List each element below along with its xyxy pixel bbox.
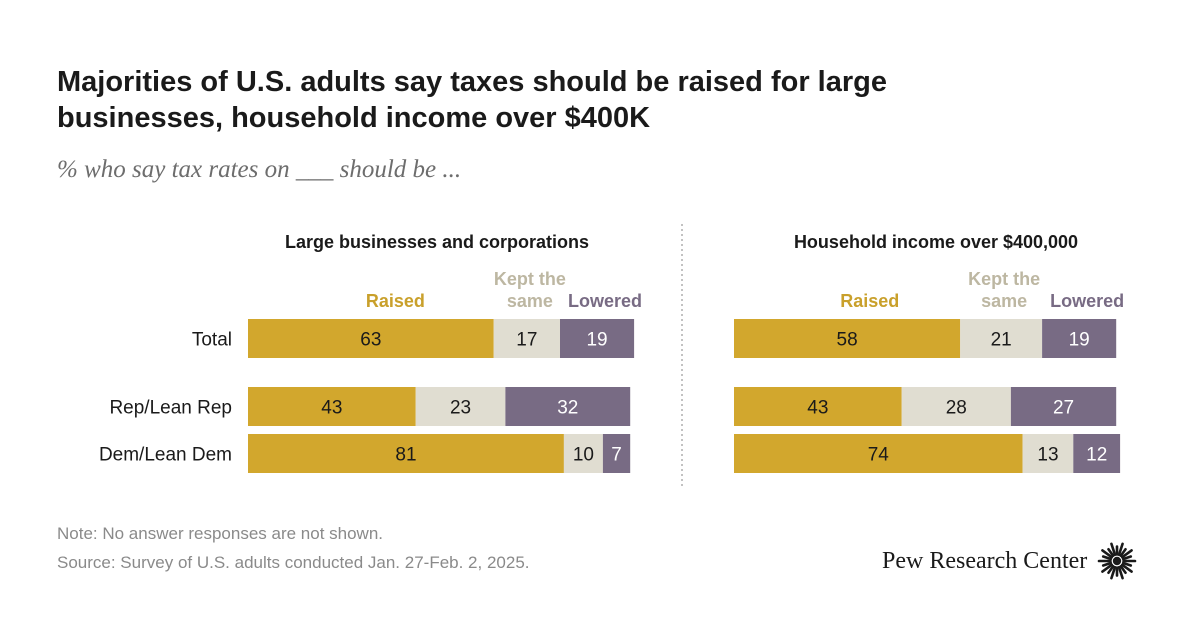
value-label-p1-r2-s2: 12 — [1086, 445, 1107, 466]
sunburst-ray — [1107, 564, 1115, 575]
bar-p0-r2-s1 — [563, 434, 603, 473]
sunburst-ray — [1121, 549, 1134, 559]
bar-p1-r1-s1 — [901, 387, 1011, 426]
value-label-p1-r0-s1: 21 — [991, 330, 1012, 351]
stacked-bar-charts: Total Rep/Lean Rep Dem/Lean Dem Large busin… — [99, 224, 1124, 488]
footnotes: Note: No answer responses are not shown.… — [57, 519, 530, 577]
bar-p1-r1-s0 — [734, 387, 902, 426]
sunburst-ray — [1122, 555, 1133, 561]
bar-p0-r0-s1 — [493, 319, 560, 358]
legend-kept-line1-1: Kept the — [968, 269, 1040, 289]
bar-p1-r1-s2 — [1010, 387, 1117, 426]
sunburst-ray — [1119, 547, 1128, 558]
sunburst-ray — [1117, 542, 1125, 557]
legend-lowered-1: Lowered — [1050, 291, 1124, 311]
pew-sunburst-icon — [1097, 542, 1137, 580]
legend-raised-1: Raised — [840, 291, 899, 311]
value-label-p1-r1-s1: 28 — [946, 398, 967, 419]
value-label-p0-r2-s0: 81 — [395, 445, 416, 466]
sunburst-ray — [1101, 549, 1114, 559]
sunburst-ray — [1110, 565, 1117, 580]
chart-subtitle: % who say tax rates on ___ should be ... — [57, 156, 462, 183]
value-label-p1-r1-s2: 27 — [1053, 398, 1074, 419]
value-label-p0-r1-s2: 32 — [557, 398, 578, 419]
bar-p1-r0-s2 — [1042, 319, 1117, 358]
bar-p1-r2-s0 — [734, 434, 1023, 473]
row-label-dem-lean-dem: Dem/Lean Dem — [99, 445, 232, 466]
sunburst-ray — [1101, 563, 1114, 573]
row-label-total: Total — [192, 330, 232, 351]
value-label-p0-r0-s1: 17 — [516, 330, 537, 351]
sunburst-ray — [1107, 547, 1115, 558]
value-label-p0-r0-s2: 19 — [586, 330, 607, 351]
value-label-p1-r1-s0: 43 — [807, 398, 828, 419]
value-label-p0-r2-s2: 7 — [611, 445, 622, 466]
sunburst-ray — [1122, 561, 1133, 567]
chart-title: Majorities of U.S. adults say taxes shou… — [57, 66, 887, 134]
legend-kept-line2-0: same — [507, 291, 553, 311]
row-label-rep-lean-rep: Rep/Lean Rep — [109, 398, 232, 419]
bar-p1-r0-s1 — [960, 319, 1043, 358]
value-label-p1-r0-s2: 19 — [1069, 330, 1090, 351]
bar-p0-r0-s2 — [560, 319, 635, 358]
bar-p0-r2-s2 — [602, 434, 631, 473]
sunburst-ray — [1102, 555, 1113, 561]
panel-title-1: Household income over $400,000 — [794, 232, 1078, 252]
note-text: Note: No answer responses are not shown. — [57, 524, 384, 543]
value-label-p1-r2-s0: 74 — [868, 445, 890, 466]
bar-p0-r1-s0 — [248, 387, 416, 426]
bar-p0-r1-s1 — [415, 387, 506, 426]
panel-title-0: Large businesses and corporations — [285, 232, 589, 252]
value-label-p0-r0-s0: 63 — [360, 330, 381, 351]
value-label-p0-r1-s1: 23 — [450, 398, 471, 419]
bar-p0-r2-s0 — [248, 434, 564, 473]
sunburst-ray — [1121, 563, 1134, 573]
bar-p1-r0-s0 — [734, 319, 961, 358]
source-text: Source: Survey of U.S. adults conducted … — [57, 553, 530, 572]
value-label-p1-r0-s0: 58 — [837, 330, 858, 351]
bar-p0-r1-s2 — [505, 387, 631, 426]
sunburst-center — [1113, 556, 1122, 566]
legend-raised-0: Raised — [366, 291, 425, 311]
bar-p1-r2-s2 — [1073, 434, 1121, 473]
sunburst-ray — [1119, 564, 1128, 575]
value-label-p0-r2-s1: 10 — [573, 445, 594, 466]
brand-name: Pew Research Center — [882, 547, 1088, 574]
value-label-p1-r2-s1: 13 — [1037, 445, 1058, 466]
legend-lowered-0: Lowered — [568, 291, 642, 311]
sunburst-ray — [1110, 542, 1117, 557]
value-label-p0-r1-s0: 43 — [321, 398, 342, 419]
sunburst-ray — [1117, 565, 1125, 580]
brand-logo: Pew Research Center — [882, 541, 1137, 581]
legend-kept-line2-1: same — [981, 291, 1027, 311]
bar-p1-r2-s1 — [1022, 434, 1074, 473]
bar-p0-r0-s0 — [248, 319, 494, 358]
legend-kept-line1-0: Kept the — [494, 269, 566, 289]
sunburst-ray — [1102, 561, 1113, 567]
